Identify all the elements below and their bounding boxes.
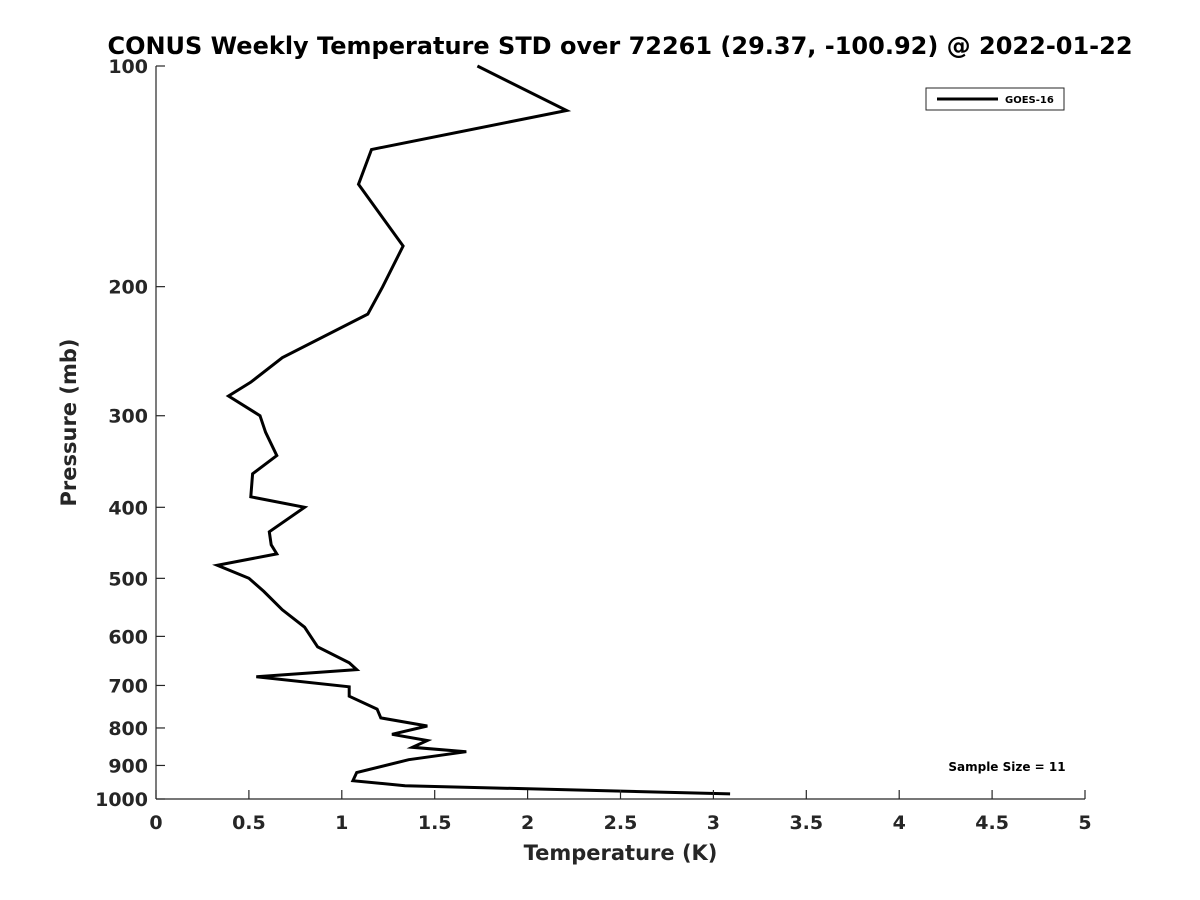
x-tick-label: 1.5 xyxy=(418,812,452,834)
series-layer xyxy=(212,64,731,796)
x-tick-label: 2 xyxy=(521,812,534,834)
x-tick-label: 0.5 xyxy=(232,812,266,834)
x-axis-label: Temperature (K) xyxy=(524,841,718,865)
plot-background xyxy=(156,66,1085,799)
chart-title: CONUS Weekly Temperature STD over 72261 … xyxy=(107,32,1132,60)
y-tick-label: 1000 xyxy=(95,789,148,811)
x-tick-label: 2.5 xyxy=(604,812,638,834)
y-tick-label: 500 xyxy=(108,568,148,590)
x-tick-label: 5 xyxy=(1078,812,1091,834)
x-tick-label: 3 xyxy=(707,812,720,834)
y-tick-label: 900 xyxy=(108,755,148,777)
y-tick-label: 600 xyxy=(108,626,148,648)
x-tick-label: 4 xyxy=(893,812,906,834)
y-tick-label: 800 xyxy=(108,718,148,740)
y-tick-label: 300 xyxy=(108,406,148,428)
x-tick-label: 0 xyxy=(149,812,162,834)
sample-size-annotation: Sample Size = 11 xyxy=(948,760,1065,774)
x-tick-label: 1 xyxy=(335,812,348,834)
series-line-0 xyxy=(212,64,731,796)
y-tick-label: 700 xyxy=(108,675,148,697)
legend: GOES-16 xyxy=(925,87,1065,111)
y-tick-label: 200 xyxy=(108,277,148,299)
x-tick-label: 4.5 xyxy=(975,812,1009,834)
plot-area xyxy=(156,66,1085,799)
y-tick-label: 100 xyxy=(108,56,148,78)
y-tick-label: 400 xyxy=(108,497,148,519)
axes-layer: 0 0.5 1 1.5 2 2.5 3 3.5 4 4.5 5 100 200 300 400 500 600 7… xyxy=(95,56,1092,834)
x-tick-label: 3.5 xyxy=(789,812,823,834)
y-axis-label: Pressure (mb) xyxy=(57,339,81,507)
legend-label-0: GOES-16 xyxy=(1005,95,1054,106)
